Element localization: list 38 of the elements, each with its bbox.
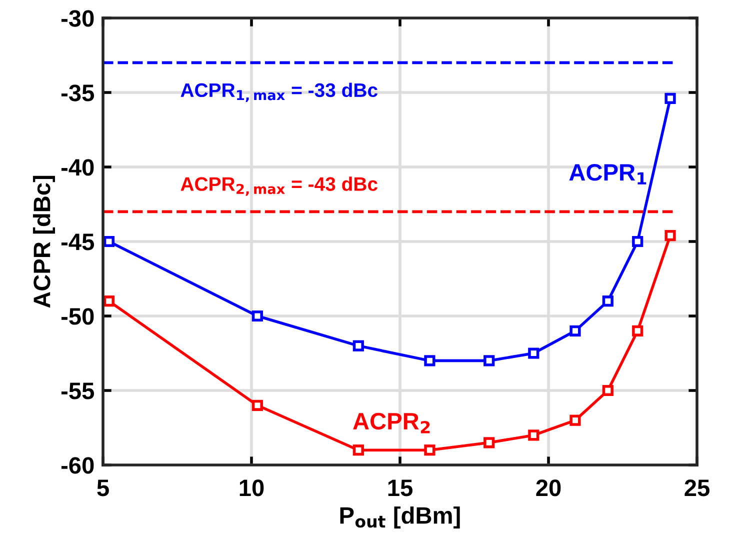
point [632, 236, 644, 248]
y-tick-label: -50 [61, 308, 94, 325]
x-tick-label: 5 [97, 480, 109, 496]
ref-line-label: ACPR$_{2,max}$ = -43 dBc [180, 176, 378, 196]
x-tick-label: 15 [388, 480, 412, 496]
point [252, 400, 263, 411]
y-tick-label: -55 [61, 382, 94, 400]
y-tick-label: -40 [61, 159, 94, 176]
point [664, 230, 676, 242]
point [252, 310, 263, 322]
point [602, 384, 614, 396]
x-tick-label: 10 [240, 480, 264, 496]
y-axis-title: ACPR [dBc] [32, 176, 55, 308]
point [424, 444, 436, 456]
point [352, 340, 364, 352]
point [570, 414, 581, 426]
point [528, 430, 540, 441]
series-label: ACPR$_{2}$ [353, 412, 430, 434]
point [570, 325, 581, 336]
point [424, 355, 436, 366]
point [103, 296, 114, 307]
point [103, 236, 114, 248]
x-tick-label: 20 [536, 480, 561, 496]
point [528, 348, 540, 359]
point [602, 296, 614, 307]
y-tick-label: -30 [61, 10, 94, 27]
y-tick-label: -45 [61, 234, 94, 250]
point [632, 325, 644, 336]
y-tick-label: -60 [61, 457, 94, 474]
series-label: ACPR$_{1}$ [569, 164, 646, 184]
y-tick-label: -35 [61, 84, 94, 102]
point [352, 444, 364, 456]
point [664, 92, 676, 104]
point [484, 355, 495, 366]
point [484, 437, 495, 448]
ref-line-label: ACPR$_{1,max}$ = -33 dBc [180, 82, 378, 102]
x-tick-label: 25 [684, 480, 710, 496]
x-axis-title: P$_{out}$ [dBm] [340, 506, 460, 528]
